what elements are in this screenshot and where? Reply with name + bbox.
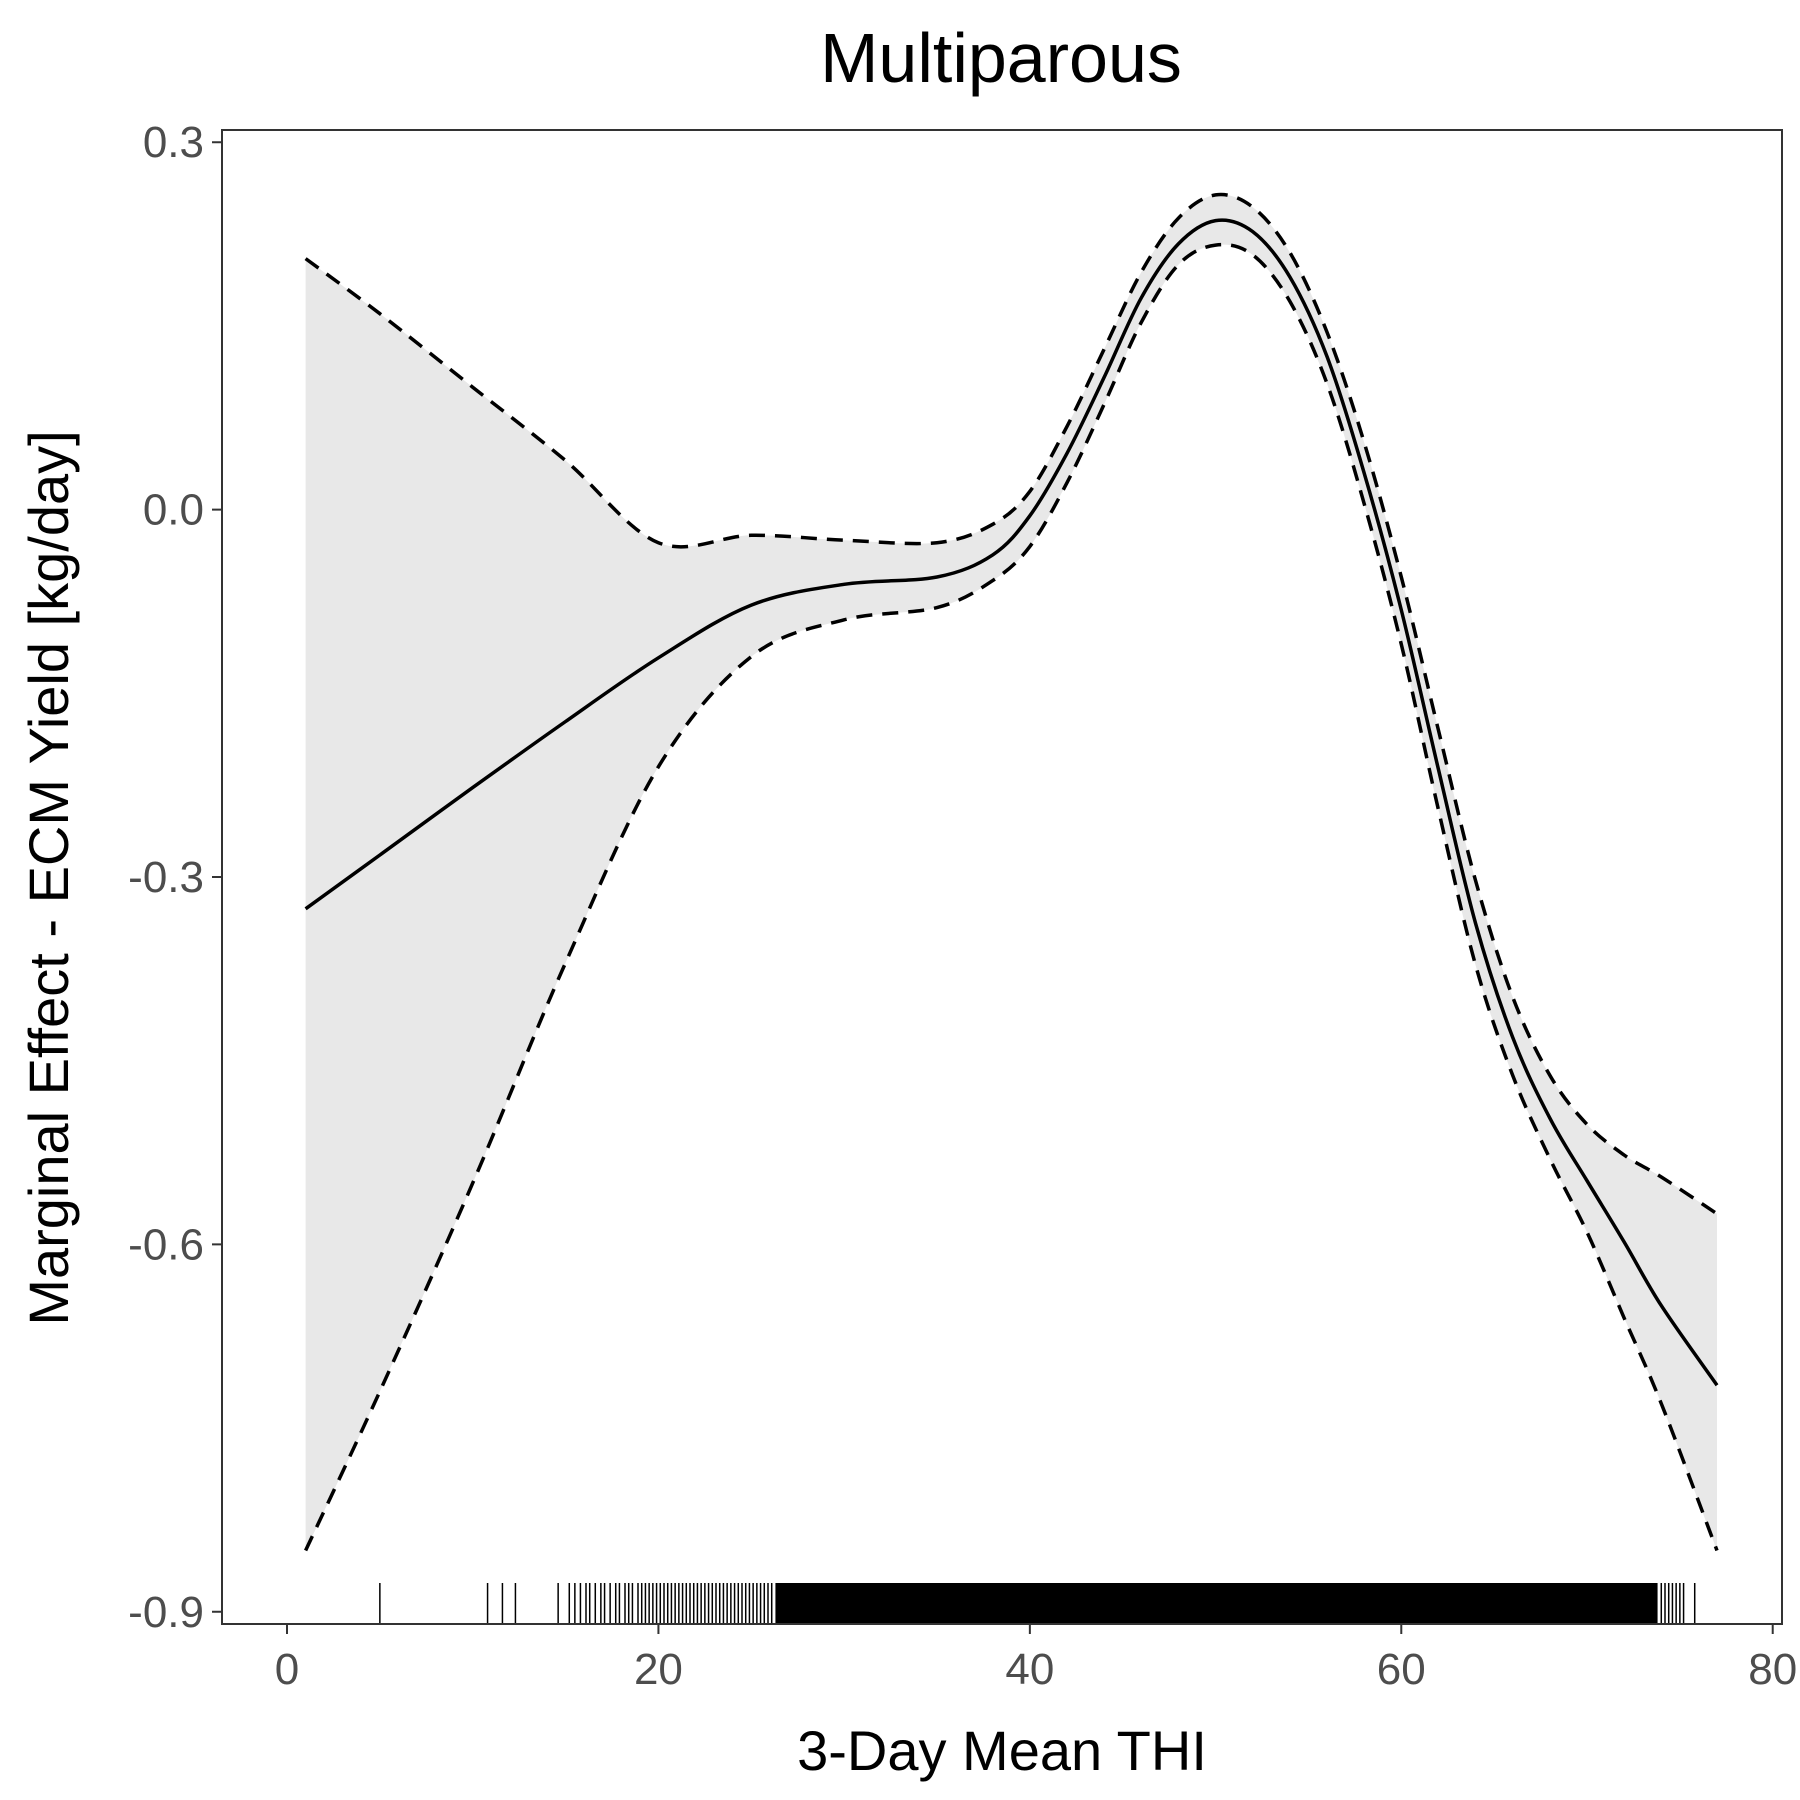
chart-title: Multiparous	[820, 19, 1182, 97]
x-tick-label: 80	[1748, 1645, 1797, 1694]
x-axis-title: 3-Day Mean THI	[797, 1719, 1207, 1782]
y-axis-title: Marginal Effect - ECM Yield [kg/day]	[17, 430, 80, 1325]
y-tick-label: -0.3	[128, 853, 204, 902]
x-tick-label: 60	[1377, 1645, 1426, 1694]
y-tick-label: -0.9	[128, 1588, 204, 1637]
y-tick-label: 0.3	[143, 118, 204, 167]
x-tick-label: 0	[275, 1645, 299, 1694]
estimate-line	[304, 218, 1719, 1387]
y-axis: 0.3 0.0 -0.3 -0.6 -0.9	[128, 118, 222, 1637]
x-tick-label: 20	[634, 1645, 683, 1694]
x-tick-label: 40	[1005, 1645, 1054, 1694]
rug-dense-band	[775, 1583, 1658, 1624]
y-tick-label: -0.6	[128, 1220, 204, 1269]
confidence-ribbon	[305, 194, 1718, 1551]
lower-bound-line	[304, 242, 1719, 1552]
y-tick-label: 0.0	[143, 486, 204, 535]
rug-marks	[379, 1583, 1696, 1624]
x-axis: 0 20 40 60 80	[275, 1624, 1797, 1694]
upper-bound-line	[304, 192, 1718, 1216]
